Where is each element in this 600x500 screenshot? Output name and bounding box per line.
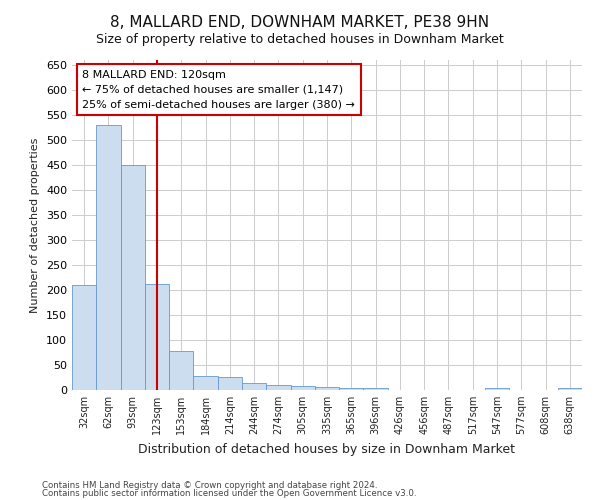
Text: Contains HM Land Registry data © Crown copyright and database right 2024.: Contains HM Land Registry data © Crown c… [42, 480, 377, 490]
Bar [558, 388, 582, 390]
Bar [169, 351, 193, 390]
Bar [121, 165, 145, 390]
Bar [339, 388, 364, 390]
Bar [96, 125, 121, 390]
Bar [193, 376, 218, 390]
Text: 8, MALLARD END, DOWNHAM MARKET, PE38 9HN: 8, MALLARD END, DOWNHAM MARKET, PE38 9HN [110, 15, 490, 30]
Bar [218, 376, 242, 390]
Bar [315, 386, 339, 390]
Text: Size of property relative to detached houses in Downham Market: Size of property relative to detached ho… [96, 32, 504, 46]
Text: 8 MALLARD END: 120sqm
← 75% of detached houses are smaller (1,147)
25% of semi-d: 8 MALLARD END: 120sqm ← 75% of detached … [82, 70, 355, 110]
Bar [290, 386, 315, 390]
Bar [485, 388, 509, 390]
Bar [242, 382, 266, 390]
Bar [72, 285, 96, 390]
Bar [145, 284, 169, 390]
X-axis label: Distribution of detached houses by size in Downham Market: Distribution of detached houses by size … [139, 442, 515, 456]
Bar [364, 388, 388, 390]
Text: Contains public sector information licensed under the Open Government Licence v3: Contains public sector information licen… [42, 489, 416, 498]
Bar [266, 385, 290, 390]
Y-axis label: Number of detached properties: Number of detached properties [31, 138, 40, 312]
